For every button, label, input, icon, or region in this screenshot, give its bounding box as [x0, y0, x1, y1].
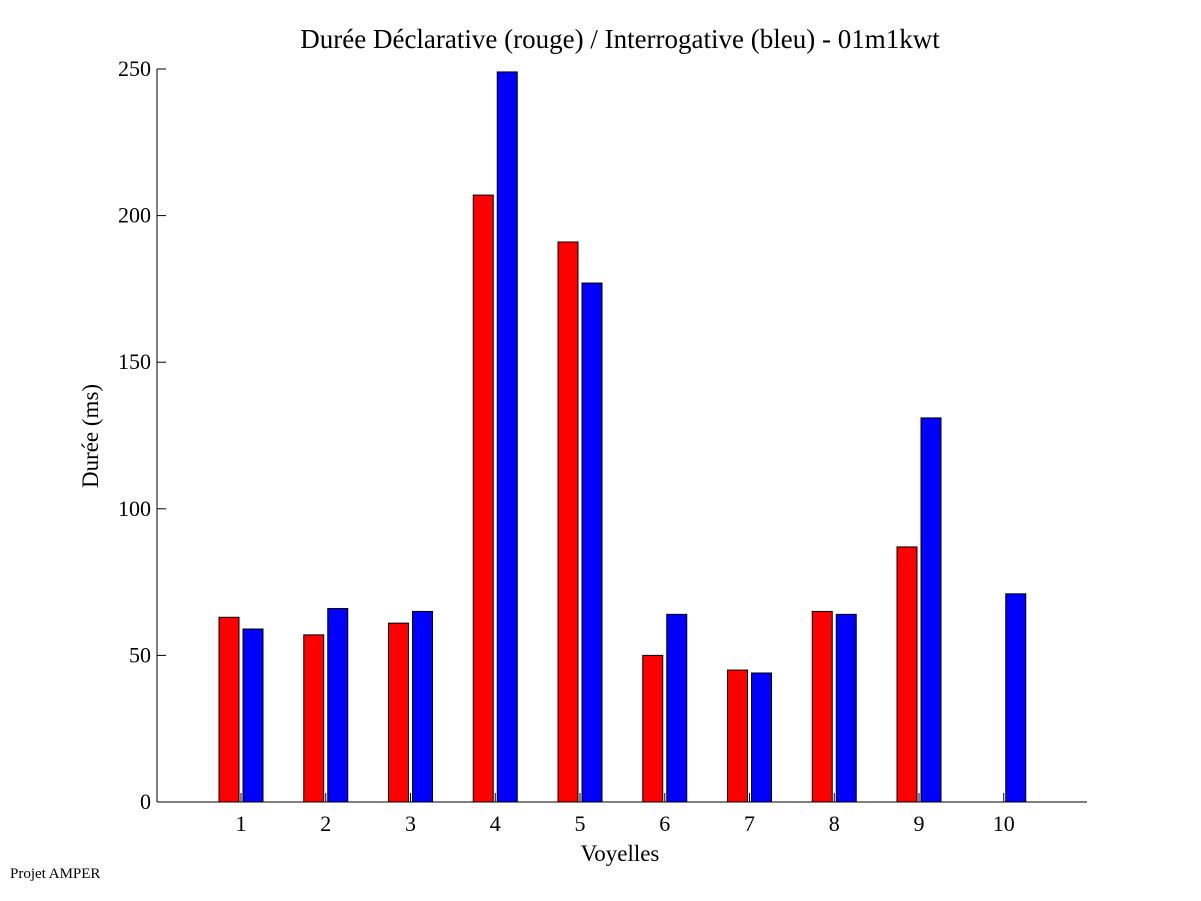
x-tick-label-3: 3 — [405, 811, 416, 836]
y-tick-label-150: 150 — [118, 349, 151, 374]
bar-blue-5 — [581, 282, 603, 803]
bar-blue-1 — [242, 628, 264, 803]
bars-group — [218, 71, 1027, 803]
y-tick-label-50: 50 — [129, 642, 151, 667]
bar-red-2 — [303, 634, 325, 803]
bar-blue-4 — [496, 71, 518, 803]
bar-red-6 — [642, 654, 664, 803]
bar-blue-10 — [1005, 593, 1027, 803]
y-tick-label-200: 200 — [118, 203, 151, 228]
bar-red-3 — [388, 622, 409, 803]
x-tick-label-2: 2 — [320, 811, 331, 836]
bar-blue-6 — [666, 613, 688, 803]
y-ticks-group: 0 50 100 150 200 250 — [118, 56, 166, 814]
x-tick-label-5: 5 — [575, 811, 586, 836]
bar-blue-7 — [751, 672, 772, 803]
footer-text: Projet AMPER — [10, 866, 100, 882]
x-tick-label-6: 6 — [659, 811, 670, 836]
y-tick-label-0: 0 — [140, 789, 151, 814]
x-tick-label-10: 10 — [993, 811, 1015, 836]
x-tick-label-9: 9 — [914, 811, 925, 836]
bar-red-5 — [557, 241, 579, 803]
bar-blue-9 — [920, 417, 942, 803]
bar-red-8 — [811, 610, 833, 803]
y-tick-label-100: 100 — [118, 496, 151, 521]
x-tick-label-8: 8 — [829, 811, 840, 836]
bar-blue-3 — [412, 610, 433, 803]
y-axis-label: Durée (ms) — [78, 384, 103, 488]
bar-red-9 — [896, 546, 918, 803]
bar-red-4 — [472, 194, 494, 803]
bar-blue-2 — [327, 607, 349, 803]
bar-blue-8 — [835, 613, 857, 803]
x-tick-label-4: 4 — [490, 811, 501, 836]
y-tick-label-250: 250 — [118, 56, 151, 81]
chart-title: Durée Déclarative (rouge) / Interrogativ… — [300, 24, 940, 54]
bar-red-7 — [727, 669, 748, 803]
x-ticks-group: 1 2 3 4 5 6 7 8 9 10 — [236, 793, 1015, 836]
x-tick-label-7: 7 — [744, 811, 755, 836]
bar-red-1 — [218, 616, 240, 803]
x-tick-label-1: 1 — [236, 811, 247, 836]
x-axis-label: Voyelles — [581, 841, 660, 866]
